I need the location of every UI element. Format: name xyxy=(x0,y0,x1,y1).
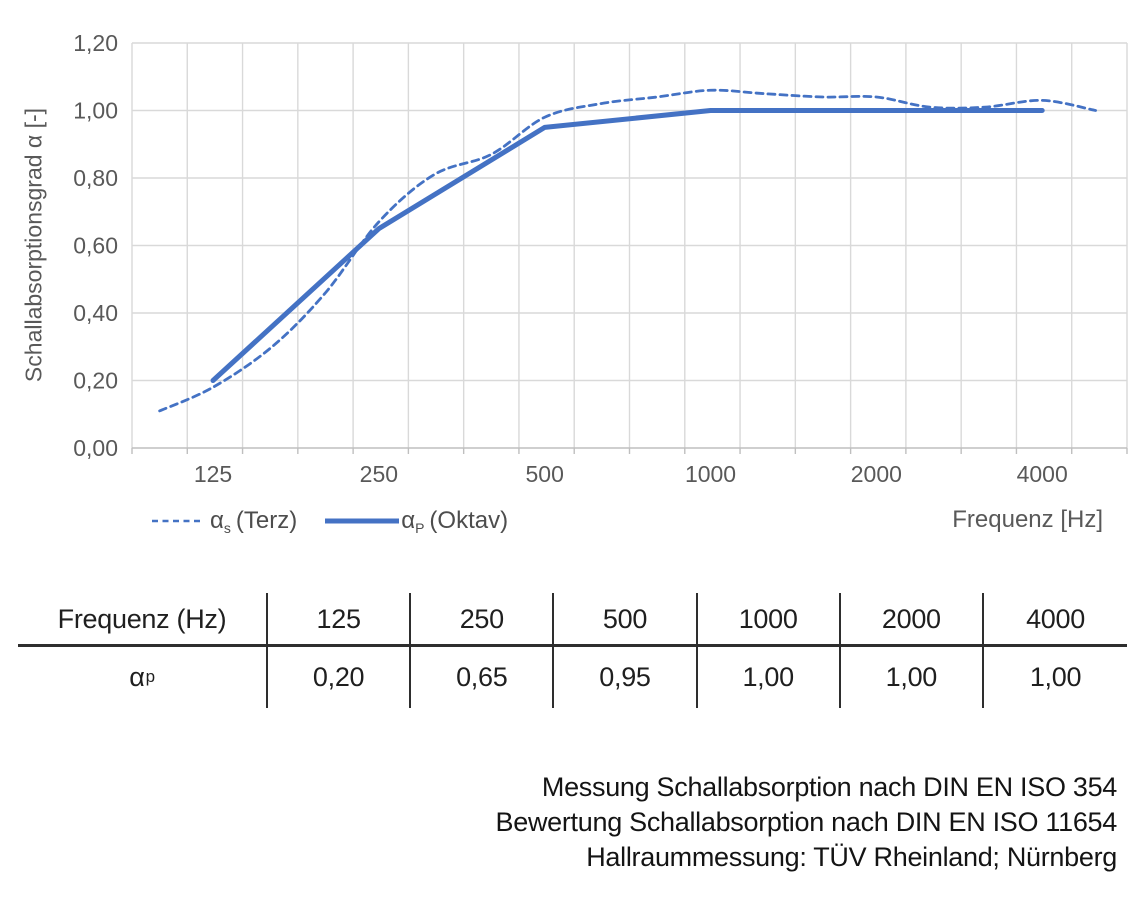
alpha-subscript: p xyxy=(145,667,155,686)
y-tick-label: 0,60 xyxy=(73,233,118,259)
y-tick-label: 0,00 xyxy=(73,435,118,461)
table-value-cell: 1,00 xyxy=(698,646,841,708)
table-value-cell: 0,65 xyxy=(411,646,555,708)
absorption-table: Frequenz (Hz) 125 250 500 1000 2000 4000… xyxy=(18,593,1127,708)
table-header-cell: 1000 xyxy=(698,593,841,646)
table-header-cell: 250 xyxy=(411,593,555,646)
footer-notes: Messung Schallabsorption nach DIN EN ISO… xyxy=(495,770,1118,875)
table-value-cell: 1,00 xyxy=(1029,661,1082,692)
legend-label-terz: αs (Terz) xyxy=(210,507,297,536)
alpha-subscript: s xyxy=(223,519,231,536)
footer-line-measurement: Messung Schallabsorption nach DIN EN ISO… xyxy=(541,772,1117,802)
solid-line-sample xyxy=(325,518,400,524)
x-tick-label: 2000 xyxy=(851,461,902,487)
x-tick-label: 500 xyxy=(526,461,564,487)
series-line-terz xyxy=(158,88,1097,413)
alpha-symbol: α xyxy=(401,506,416,534)
x-tick-label: 4000 xyxy=(1017,461,1068,487)
table-value-cell: 1,00 xyxy=(841,646,984,708)
legend-suffix: (Oktav) xyxy=(429,506,509,534)
table-header-cell: 4000 xyxy=(1026,604,1085,634)
x-tick-label: 125 xyxy=(194,461,232,487)
alpha-symbol: α xyxy=(129,661,145,692)
alpha-symbol: α xyxy=(210,506,224,534)
footer-line-lab: Hallraummessung: TÜV Rheinland; Nürnberg xyxy=(586,842,1117,872)
absorption-chart: 0,00 0,20 0,40 0,60 0,80 1,00 1,20 125 250 500 100… xyxy=(73,30,1128,487)
x-tick-label: 1000 xyxy=(685,461,736,487)
table-header-cell: 500 xyxy=(554,593,698,646)
table-divider-line xyxy=(18,644,1127,647)
y-tick-label: 0,80 xyxy=(73,165,118,191)
legend-item-terz: αs (Terz) xyxy=(152,507,297,536)
y-tick-label: 1,20 xyxy=(73,30,118,56)
y-tick-label: 1,00 xyxy=(73,98,118,124)
legend-suffix: (Terz) xyxy=(235,506,298,534)
table-header-cell: 2000 xyxy=(841,593,984,646)
x-axis-title: Frequenz [Hz] xyxy=(952,506,1103,533)
table-header-cell: 125 xyxy=(268,593,412,646)
chart-legend: αs (Terz) αP (Oktav) xyxy=(152,504,508,538)
y-tick-label: 0,20 xyxy=(73,368,118,394)
legend-label-oktav: αP (Oktav) xyxy=(401,507,508,536)
y-tick-label: 0,40 xyxy=(73,300,118,326)
table-value-cell: 0,95 xyxy=(554,646,698,708)
alpha-subscript: P xyxy=(415,519,425,536)
dashed-line-sample xyxy=(152,519,202,523)
table-header-frequency: Frequenz (Hz) xyxy=(18,593,268,646)
footer-line-rating: Bewertung Schallabsorption nach DIN EN I… xyxy=(495,807,1118,837)
x-tick-label: 250 xyxy=(360,461,398,487)
series-line-oktav xyxy=(210,108,1045,383)
legend-item-oktav: αP (Oktav) xyxy=(325,507,508,536)
table-value-cell: 0,20 xyxy=(268,646,412,708)
y-axis-title: Schallabsorptionsgrad α [-] xyxy=(20,107,47,383)
